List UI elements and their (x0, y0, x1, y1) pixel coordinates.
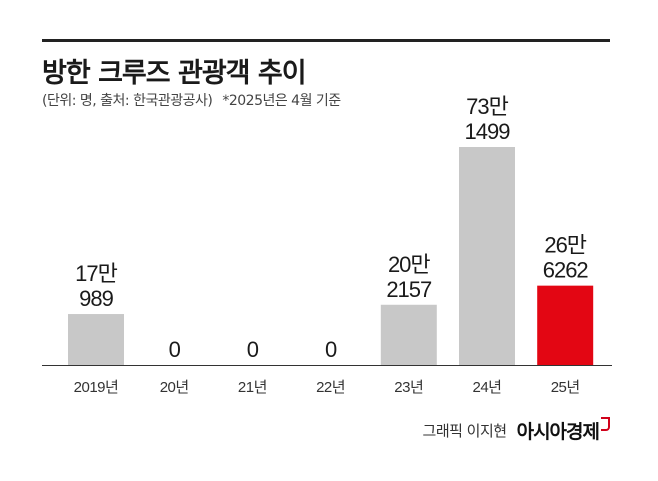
x-tick-label: 21년 (238, 379, 267, 396)
x-tick-label: 24년 (473, 379, 502, 396)
chart-subtitle: (단위: 명, 출처: 한국관광공사) *2025년은 4월 기준 (42, 90, 341, 110)
bar-23년 (380, 304, 437, 365)
data-label: 0 (325, 337, 337, 362)
data-label: 989 (79, 286, 113, 311)
brand-name: 아시아경제 (516, 421, 600, 443)
credit-line: 그래픽 이지현 아시아경제 (423, 417, 610, 444)
chart-title: 방한 크루즈 관광객 추이 (42, 58, 307, 89)
data-label: 20만 (388, 252, 430, 277)
x-tick-label: 25년 (551, 379, 580, 396)
data-label: 26만 (544, 233, 586, 258)
data-label: 0 (169, 337, 181, 362)
x-tick-label: 22년 (316, 379, 345, 396)
bar-25년 (537, 285, 594, 365)
bar-24년 (459, 147, 515, 365)
data-label: 73만 (466, 94, 508, 119)
date-note: *2025년은 4월 기준 (222, 93, 341, 109)
x-tick-label: 20년 (160, 379, 189, 396)
brand-mark-icon (601, 417, 610, 431)
x-tick-label: 23년 (394, 379, 423, 396)
x-tick-label: 2019년 (74, 379, 119, 396)
bar-2019년 (68, 314, 124, 365)
graphic-credit: 그래픽 이지현 (422, 422, 508, 440)
data-label: 0 (247, 337, 259, 362)
unit-source-note: (단위: 명, 출처: 한국관광공사) (42, 93, 213, 109)
top-rule (42, 39, 610, 42)
data-label: 17만 (75, 261, 117, 286)
data-label: 6262 (543, 258, 589, 283)
data-label: 1499 (465, 119, 511, 144)
brand-logo: 아시아경제 (517, 417, 610, 444)
data-label: 2157 (386, 277, 432, 302)
